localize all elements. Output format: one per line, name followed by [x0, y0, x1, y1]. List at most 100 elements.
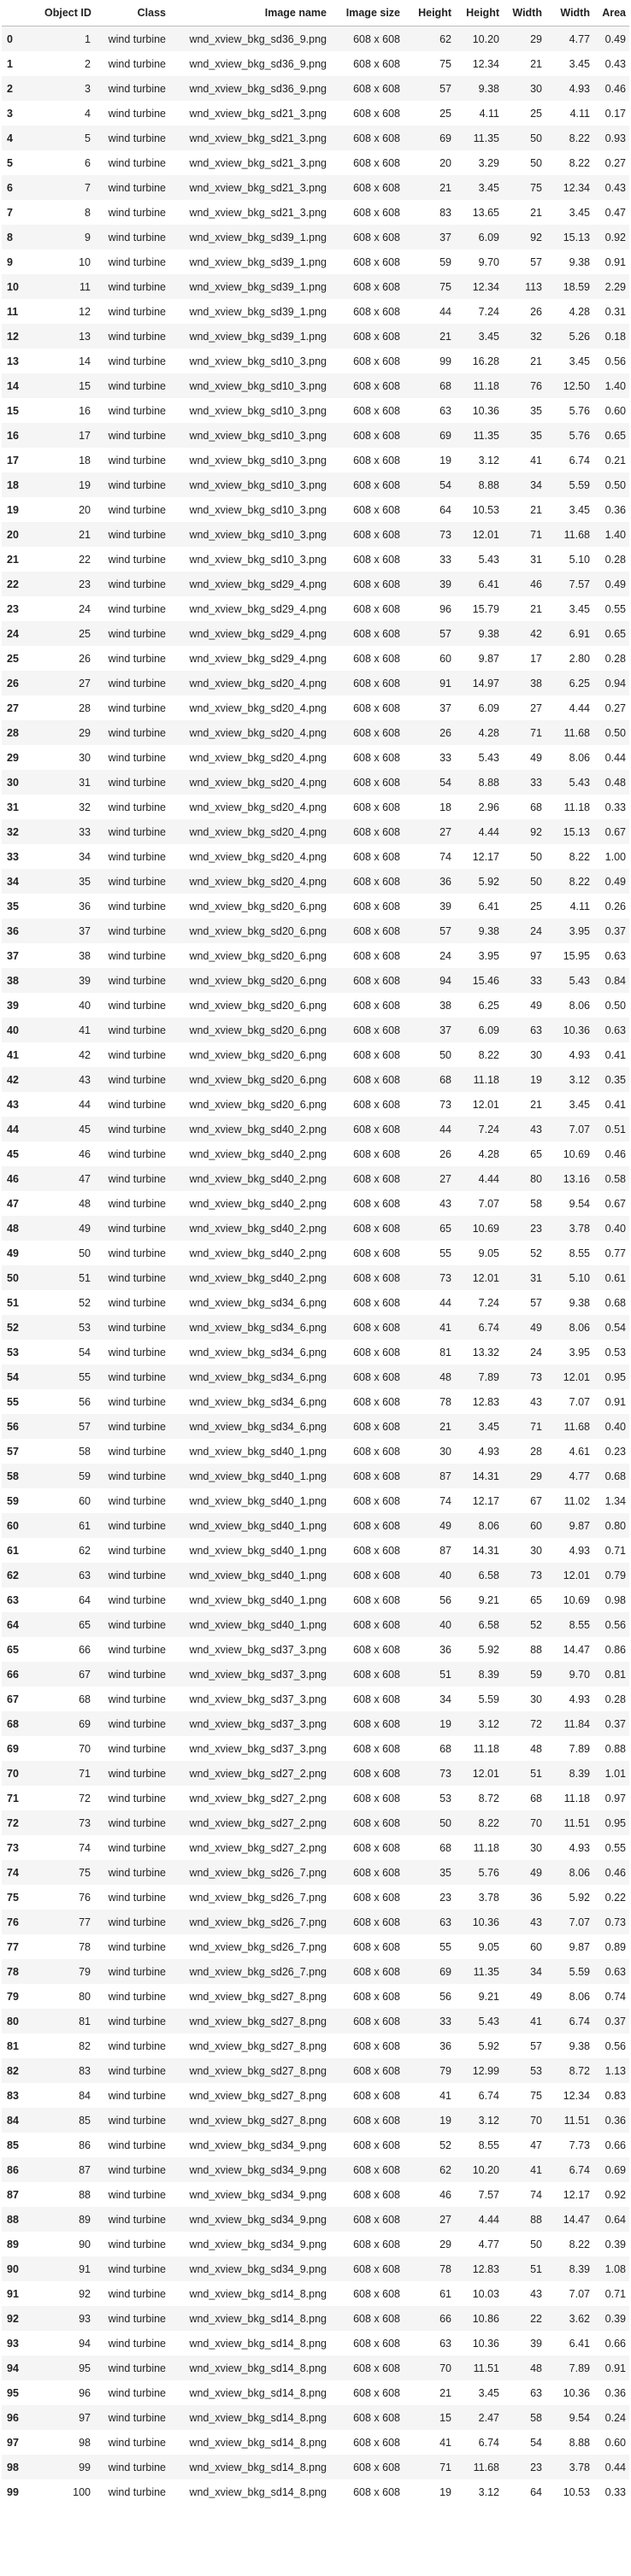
cell-object-id: 53 [79, 1321, 91, 1334]
cell-image-size: 608 x 608 [353, 1816, 400, 1829]
cell-area: 0.79 [604, 1569, 626, 1581]
cell-index: 26 [7, 677, 19, 689]
cell-width-m: 6.91 [569, 627, 590, 640]
cell-height-px: 36 [439, 875, 451, 888]
cell-image-name: wnd_xview_bkg_sd40_1.png [189, 1544, 327, 1557]
cell-width-m: 18.59 [563, 280, 590, 293]
cell-height-px: 36 [439, 1643, 451, 1656]
cell-area: 0.56 [604, 355, 626, 367]
cell-index: 19 [7, 503, 19, 516]
cell-width-m: 4.77 [569, 1470, 590, 1482]
cell-index: 54 [7, 1370, 19, 1383]
cell-height-m: 11.35 [473, 1965, 499, 1978]
cell-index: 79 [7, 1990, 19, 2003]
cell-object-id: 38 [79, 949, 91, 962]
cell-object-id: 28 [79, 701, 91, 714]
cell-object-id: 73 [79, 1816, 91, 1829]
cell-width-px: 19 [530, 1073, 542, 1086]
cell-width-px: 34 [530, 478, 542, 491]
cell-index: 25 [7, 652, 19, 665]
cell-image-name: wnd_xview_bkg_sd29_4.png [189, 578, 327, 590]
cell-width-px: 41 [530, 2163, 542, 2176]
cell-width-m: 5.59 [569, 1965, 590, 1978]
cell-area: 0.22 [604, 1891, 626, 1904]
table-row: 55 56 wind turbine wnd_xview_bkg_sd34_6.png… [2, 1389, 629, 1414]
cell-image-size: 608 x 608 [353, 355, 400, 367]
cell-height-m: 4.93 [478, 1445, 499, 1458]
cell-index: 45 [7, 1147, 19, 1160]
table-row: 52 53 wind turbine wnd_xview_bkg_sd34_6.png… [2, 1315, 629, 1340]
cell-object-id: 100 [73, 2485, 91, 2498]
cell-height-px: 21 [439, 1420, 451, 1433]
cell-width-m: 12.34 [563, 2089, 590, 2102]
cell-height-px: 36 [439, 2039, 451, 2052]
cell-image-size: 608 x 608 [353, 949, 400, 962]
cell-width-m: 5.76 [569, 429, 590, 442]
cell-index: 2 [7, 82, 13, 95]
cell-area: 0.65 [604, 429, 626, 442]
cell-width-m: 5.59 [569, 478, 590, 491]
cell-height-m: 10.69 [472, 1222, 499, 1235]
cell-height-px: 63 [439, 1916, 451, 1928]
cell-image-name: wnd_xview_bkg_sd20_6.png [189, 1048, 327, 1061]
cell-class: wind turbine [108, 503, 166, 516]
cell-height-px: 41 [439, 1321, 451, 1334]
cell-height-px: 37 [439, 701, 451, 714]
table-row: 17 18 wind turbine wnd_xview_bkg_sd10_3.png… [2, 448, 629, 472]
cell-width-m: 8.06 [569, 999, 590, 1012]
cell-width-px: 43 [530, 2287, 542, 2300]
cell-index: 36 [7, 924, 19, 937]
cell-object-id: 1 [85, 32, 91, 45]
cell-index: 67 [7, 1693, 19, 1705]
cell-image-size: 608 x 608 [353, 1470, 400, 1482]
table-row: 27 28 wind turbine wnd_xview_bkg_sd20_4.png… [2, 695, 629, 720]
cell-height-m: 8.88 [478, 478, 499, 491]
cell-object-id: 59 [79, 1470, 91, 1482]
cell-image-name: wnd_xview_bkg_sd26_7.png [189, 1965, 327, 1978]
cell-object-id: 86 [79, 2139, 91, 2151]
cell-height-px: 37 [439, 1024, 451, 1036]
cell-height-px: 30 [439, 1445, 451, 1458]
cell-image-size: 608 x 608 [353, 32, 400, 45]
table-row: 28 29 wind turbine wnd_xview_bkg_sd20_4.png… [2, 720, 629, 745]
cell-class: wind turbine [108, 2262, 166, 2275]
cell-class: wind turbine [108, 1420, 166, 1433]
cell-object-id: 20 [79, 503, 91, 516]
cell-image-size: 608 x 608 [353, 1593, 400, 1606]
cell-image-name: wnd_xview_bkg_sd14_8.png [189, 2362, 327, 2374]
cell-height-m: 3.12 [478, 2485, 499, 2498]
cell-width-m: 4.77 [569, 32, 590, 45]
cell-index: 51 [7, 1296, 19, 1309]
table-row: 44 45 wind turbine wnd_xview_bkg_sd40_2.png… [2, 1117, 629, 1141]
cell-height-px: 59 [439, 255, 451, 268]
cell-width-px: 49 [530, 1321, 542, 1334]
cell-index: 78 [7, 1965, 19, 1978]
table-row: 63 64 wind turbine wnd_xview_bkg_sd40_1.png… [2, 1587, 629, 1612]
cell-image-size: 608 x 608 [353, 1247, 400, 1259]
cell-height-m: 11.68 [473, 2461, 499, 2473]
cell-height-m: 6.41 [478, 578, 499, 590]
cell-image-name: wnd_xview_bkg_sd10_3.png [189, 404, 327, 417]
table-row: 54 55 wind turbine wnd_xview_bkg_sd34_6.png… [2, 1364, 629, 1389]
cell-class: wind turbine [108, 2312, 166, 2325]
cell-height-px: 57 [439, 82, 451, 95]
cell-area: 0.46 [604, 1866, 626, 1879]
table-row: 89 90 wind turbine wnd_xview_bkg_sd34_9.png… [2, 2232, 629, 2256]
cell-image-name: wnd_xview_bkg_sd14_8.png [189, 2312, 327, 2325]
cell-width-m: 8.06 [569, 751, 590, 764]
cell-image-size: 608 x 608 [353, 1618, 400, 1631]
cell-image-name: wnd_xview_bkg_sd10_3.png [189, 454, 327, 466]
cell-height-px: 68 [439, 1841, 451, 1854]
cell-index: 33 [7, 850, 19, 863]
cell-width-m: 4.61 [569, 1445, 590, 1458]
cell-image-name: wnd_xview_bkg_sd10_3.png [189, 429, 327, 442]
cell-object-id: 21 [79, 528, 91, 541]
cell-width-m: 7.89 [569, 2362, 590, 2374]
cell-object-id: 8 [85, 206, 91, 219]
cell-width-px: 65 [530, 1593, 542, 1606]
cell-object-id: 32 [79, 801, 91, 813]
cell-object-id: 91 [79, 2262, 91, 2275]
cell-width-m: 15.13 [563, 825, 590, 838]
cell-width-m: 5.76 [569, 404, 590, 417]
cell-class: wind turbine [108, 1024, 166, 1036]
